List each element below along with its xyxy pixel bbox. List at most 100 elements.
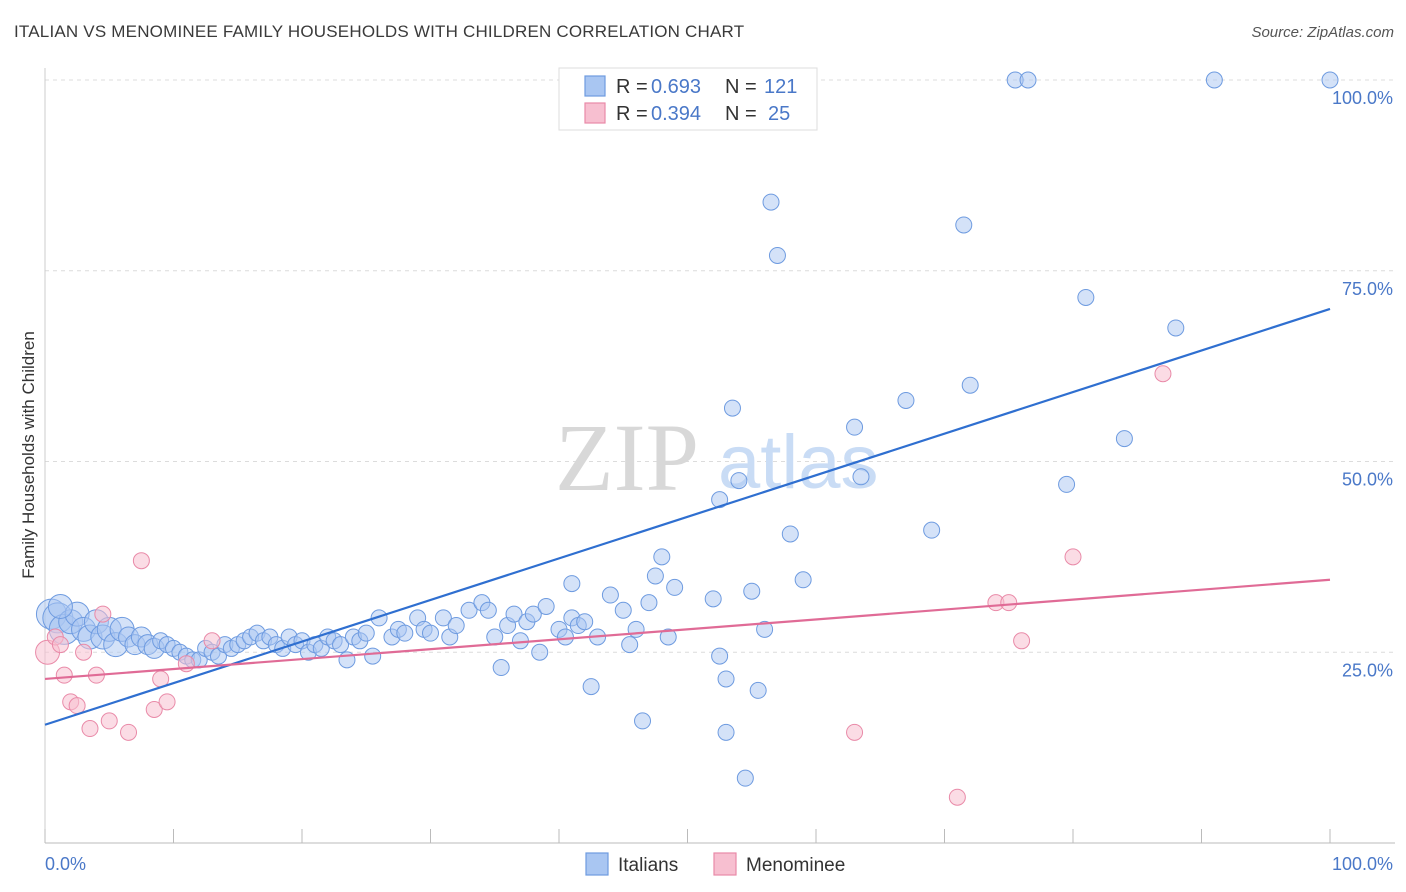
- y-axis-title: Family Households with Children: [19, 331, 38, 579]
- italians-point: [621, 636, 639, 654]
- legend-italians-n-label: N =: [725, 76, 757, 98]
- y-tick-label: 25.0%: [1342, 660, 1393, 680]
- menominee-point: [1064, 548, 1082, 566]
- italians-point: [659, 628, 677, 646]
- italians-point: [897, 391, 915, 409]
- menominee-point: [94, 605, 112, 623]
- watermark-zip: ZIP: [555, 404, 699, 511]
- italians-points: [35, 71, 1339, 787]
- italians-point: [576, 613, 594, 631]
- italians-point: [717, 723, 735, 741]
- menominee-point: [145, 700, 163, 718]
- menominee-point: [948, 788, 966, 806]
- axes: [44, 68, 1395, 844]
- italians-point: [1167, 319, 1185, 337]
- legend-menominee-n-label: N =: [725, 103, 757, 125]
- menominee-point: [75, 643, 93, 661]
- italians-point: [614, 601, 632, 619]
- italians-point: [640, 594, 658, 612]
- italians-point: [852, 468, 870, 486]
- italians-point: [505, 605, 523, 623]
- italians-point: [756, 620, 774, 638]
- italians-point: [723, 399, 741, 417]
- tick-labels: 25.0% 50.0% 75.0% 100.0% 0.0% 100.0%: [45, 88, 1393, 874]
- italians-point: [1077, 288, 1095, 306]
- italians-point: [646, 567, 664, 585]
- italians-point: [961, 376, 979, 394]
- legend-italians-r-value: 0.693: [651, 76, 701, 98]
- italians-point: [434, 609, 452, 627]
- italians-point: [364, 647, 382, 665]
- italians-point: [492, 659, 510, 677]
- y-tick-label: 75.0%: [1342, 279, 1393, 299]
- italians-point: [1115, 430, 1133, 448]
- italians-point: [846, 418, 864, 436]
- italians-point: [601, 586, 619, 604]
- italians-point: [743, 582, 761, 600]
- series-legend: Italians Menominee: [585, 852, 845, 876]
- stats-legend: R = 0.693 N = 121 R = 0.394 N = 25: [558, 67, 818, 131]
- menominee-point: [55, 666, 73, 684]
- italians-point: [762, 193, 780, 211]
- italians-point: [653, 548, 671, 566]
- italians-point: [749, 681, 767, 699]
- legend-menominee-r-value: 0.394: [651, 103, 701, 125]
- menominee-point: [1013, 632, 1031, 650]
- menominee-point: [158, 693, 176, 711]
- italians-point: [332, 636, 350, 654]
- grid: [45, 79, 1395, 653]
- x-tick-label-min: 0.0%: [45, 854, 86, 874]
- menominee-point: [1154, 365, 1172, 383]
- menominee-point: [132, 552, 150, 570]
- italians-trend-line: [44, 307, 1331, 726]
- menominee-point: [203, 632, 221, 650]
- menominee-point: [120, 723, 138, 741]
- italians-point: [357, 624, 375, 642]
- menominee-point: [100, 712, 118, 730]
- y-tick-label: 50.0%: [1342, 470, 1393, 490]
- legend-menominee-r-label: R =: [616, 103, 648, 125]
- menominee-point: [81, 720, 99, 738]
- legend-swatch-menominee: [584, 102, 606, 124]
- italians-point: [627, 620, 645, 638]
- legend-italians-n-value: 121: [764, 76, 797, 98]
- italians-point: [923, 521, 941, 539]
- menominee-point: [1000, 594, 1018, 612]
- italians-point: [730, 472, 748, 490]
- italians-point: [531, 643, 549, 661]
- legend-italians-r-label: R =: [616, 76, 648, 98]
- italians-point: [1019, 71, 1037, 89]
- italians-point: [634, 712, 652, 730]
- italians-point: [736, 769, 754, 787]
- y-tick-label: 100.0%: [1332, 88, 1393, 108]
- italians-point: [370, 609, 388, 627]
- italians-point: [556, 628, 574, 646]
- italians-point: [460, 601, 478, 619]
- italians-point: [955, 216, 973, 234]
- italians-point: [704, 590, 722, 608]
- italians-point: [47, 593, 73, 619]
- bottom-legend-swatch-italians: [585, 852, 609, 876]
- italians-point: [422, 624, 439, 642]
- italians-point: [479, 601, 497, 619]
- bottom-legend-italians: Italians: [618, 855, 678, 876]
- source-label: Source: ZipAtlas.com: [1251, 24, 1394, 41]
- italians-point: [524, 605, 542, 623]
- chart-title: ITALIAN VS MENOMINEE FAMILY HOUSEHOLDS W…: [14, 22, 745, 41]
- menominee-trend-line: [44, 578, 1331, 681]
- legend-menominee-n-value: 25: [768, 103, 790, 125]
- legend-swatch-italians: [584, 75, 606, 97]
- x-tick-label-max: 100.0%: [1332, 854, 1393, 874]
- italians-point: [447, 617, 465, 635]
- trend-lines: [44, 307, 1331, 726]
- italians-point: [768, 246, 786, 264]
- italians-point: [1058, 475, 1076, 493]
- italians-point: [711, 647, 729, 665]
- italians-point: [711, 491, 729, 509]
- italians-point: [486, 628, 504, 646]
- italians-point: [396, 624, 414, 642]
- bottom-legend-menominee: Menominee: [746, 855, 845, 876]
- menominee-point: [846, 723, 864, 741]
- italians-point: [1321, 71, 1339, 89]
